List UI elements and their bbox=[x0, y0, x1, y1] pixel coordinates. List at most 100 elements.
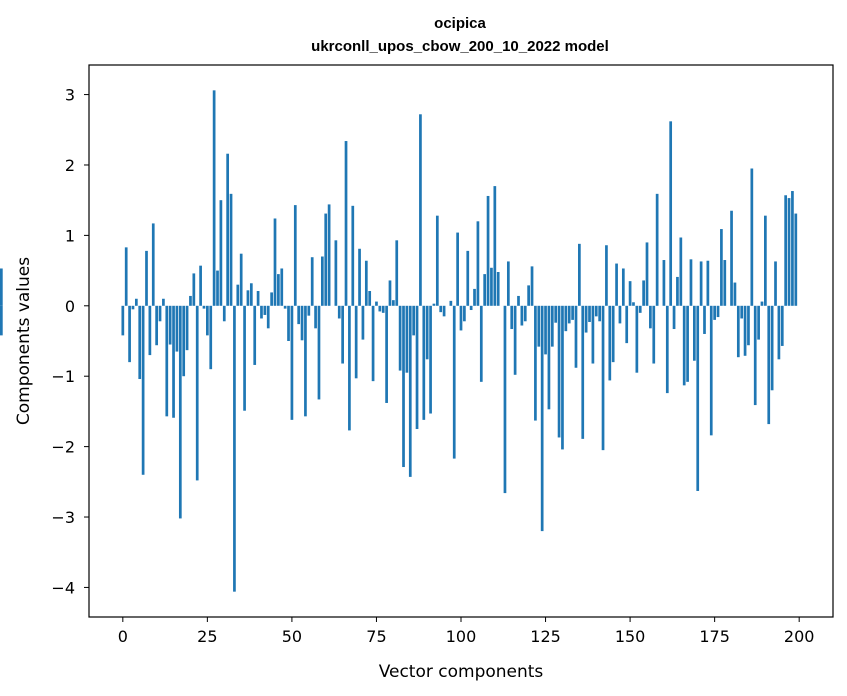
bar-141 bbox=[598, 305, 602, 322]
bar-151 bbox=[632, 302, 635, 306]
bar-169 bbox=[692, 305, 696, 361]
bar-197 bbox=[787, 198, 791, 306]
bar-134 bbox=[574, 305, 578, 368]
bar-67 bbox=[348, 305, 351, 431]
bar-95 bbox=[442, 305, 446, 317]
bar-165 bbox=[679, 237, 683, 306]
bar-39 bbox=[253, 305, 257, 365]
bar-156 bbox=[649, 305, 652, 329]
bar-167 bbox=[686, 305, 689, 382]
y-tick-label: −2 bbox=[51, 438, 75, 457]
bar-0 bbox=[121, 305, 125, 336]
bar-130 bbox=[561, 305, 564, 450]
bar-66 bbox=[344, 141, 348, 306]
bar-161 bbox=[665, 305, 669, 394]
bars-group bbox=[0, 90, 798, 592]
bar-17 bbox=[178, 305, 182, 519]
bar-3 bbox=[131, 305, 135, 310]
bar-154 bbox=[642, 280, 645, 306]
bar-136 bbox=[581, 305, 585, 439]
bar-44 bbox=[270, 292, 273, 306]
bar-111 bbox=[496, 272, 500, 306]
bar-127 bbox=[550, 305, 554, 347]
bar-35 bbox=[239, 253, 243, 306]
bar-79 bbox=[388, 280, 392, 306]
bar-81 bbox=[395, 240, 399, 306]
bar-64 bbox=[337, 305, 341, 319]
bar-36 bbox=[243, 305, 246, 411]
bar-48 bbox=[283, 305, 287, 309]
x-tick-label: 0 bbox=[118, 627, 128, 646]
bar-90 bbox=[425, 305, 429, 360]
bar-61 bbox=[327, 204, 331, 306]
bar-180 bbox=[730, 210, 733, 306]
bar-118 bbox=[520, 305, 524, 326]
bar-124 bbox=[540, 305, 544, 532]
bar-41 bbox=[260, 305, 263, 319]
bar-56 bbox=[310, 257, 314, 306]
bar-26 bbox=[209, 305, 213, 370]
bar-150 bbox=[628, 281, 632, 306]
x-tick-label: 25 bbox=[197, 627, 217, 646]
bar-63 bbox=[334, 240, 338, 306]
bar-147 bbox=[618, 305, 622, 324]
chart-subtitle: ukrconll_upos_cbow_200_10_2022 model bbox=[311, 38, 609, 55]
bar-126 bbox=[547, 305, 551, 410]
bar-77 bbox=[381, 305, 385, 313]
bar-15 bbox=[172, 305, 175, 418]
bar-122 bbox=[534, 305, 537, 421]
y-tick-label: 2 bbox=[65, 156, 75, 175]
chart-title: ocipica bbox=[434, 15, 486, 32]
plot-area-frame bbox=[88, 64, 834, 618]
bar-158 bbox=[655, 193, 659, 306]
bar-20 bbox=[189, 295, 192, 306]
bar-57 bbox=[314, 305, 317, 329]
bar-109 bbox=[490, 267, 493, 306]
bar-168 bbox=[689, 259, 693, 306]
bar-101 bbox=[463, 305, 466, 322]
bar-115 bbox=[510, 305, 514, 330]
bar-53 bbox=[300, 305, 304, 341]
bar-89 bbox=[422, 305, 426, 420]
bar-185 bbox=[747, 305, 750, 346]
bar-85 bbox=[408, 305, 412, 477]
bar-146 bbox=[615, 263, 618, 306]
bar-13 bbox=[165, 305, 169, 417]
bar-88 bbox=[419, 114, 422, 306]
bar-40 bbox=[256, 291, 260, 306]
bar-97 bbox=[449, 300, 453, 306]
bar-199 bbox=[794, 213, 798, 306]
bar-68 bbox=[351, 205, 355, 306]
bar-186 bbox=[750, 168, 754, 306]
bar-1 bbox=[124, 247, 128, 306]
bar-12 bbox=[162, 298, 165, 306]
bar-28 bbox=[216, 270, 219, 306]
bar-133 bbox=[571, 305, 574, 320]
bar-60 bbox=[324, 213, 328, 306]
bar-4 bbox=[134, 298, 138, 306]
bar-24 bbox=[202, 305, 206, 309]
y-tick-label: 0 bbox=[65, 297, 75, 316]
bar-135 bbox=[578, 243, 581, 306]
bar-11 bbox=[158, 305, 162, 322]
bar-104 bbox=[473, 288, 476, 306]
bar-155 bbox=[645, 242, 649, 306]
bar-152 bbox=[635, 305, 639, 373]
bar-99 bbox=[456, 232, 459, 306]
bar-46 bbox=[277, 274, 280, 306]
bar-194 bbox=[777, 305, 781, 360]
bar-25 bbox=[206, 305, 209, 336]
bar-131 bbox=[564, 305, 568, 332]
bar-192 bbox=[770, 305, 774, 391]
x-tick-label: 50 bbox=[282, 627, 302, 646]
bar-132 bbox=[567, 305, 571, 324]
bar-121 bbox=[530, 266, 534, 306]
bar-107 bbox=[483, 274, 487, 306]
bar-92 bbox=[432, 303, 436, 306]
bar-187 bbox=[753, 305, 757, 406]
x-tick-label: 125 bbox=[530, 627, 561, 646]
bar-116 bbox=[513, 305, 517, 375]
bar-58 bbox=[317, 305, 321, 400]
bar-undefined bbox=[0, 268, 3, 306]
